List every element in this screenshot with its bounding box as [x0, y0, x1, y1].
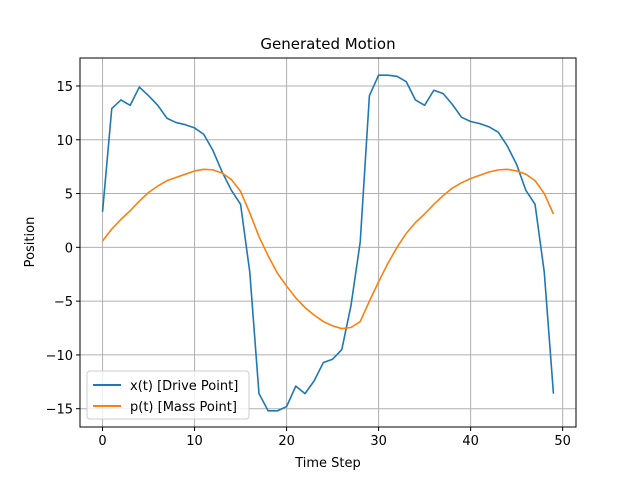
x-tick-label: 50	[554, 434, 571, 449]
y-tick-label: −5	[54, 295, 73, 310]
legend-box	[86, 370, 250, 420]
legend: x(t) [Drive Point] p(t) [Mass Point]	[86, 370, 250, 420]
legend-label-drive-point: x(t) [Drive Point]	[130, 379, 238, 394]
plot-lines	[101, 74, 555, 412]
y-axis-title: Position	[23, 217, 38, 268]
y-axis-ticks: −15 −10 −5 0 5 10 15	[46, 80, 80, 418]
x-tick-label: 0	[98, 434, 106, 449]
x-tick-label: 20	[278, 434, 295, 449]
x-axis-ticks: 0 10 20 30 40 50	[98, 427, 571, 449]
series-line-mass-point	[101, 168, 555, 330]
y-tick-label: 0	[65, 241, 73, 256]
x-tick-label: 30	[370, 434, 387, 449]
legend-label-mass-point: p(t) [Mass Point]	[130, 400, 237, 415]
series-line-drive-point	[101, 74, 555, 412]
y-tick-label: 10	[56, 134, 73, 149]
y-tick-label: 5	[65, 188, 73, 203]
y-tick-label: −15	[46, 403, 73, 418]
plot-frame	[79, 57, 577, 428]
y-tick-label: 15	[56, 80, 73, 95]
grid-lines	[80, 58, 576, 427]
x-tick-label: 10	[186, 434, 203, 449]
x-tick-label: 40	[462, 434, 479, 449]
x-axis-title: Time Step	[294, 456, 361, 471]
y-tick-label: −10	[46, 349, 73, 364]
chart-title: Generated Motion	[260, 35, 395, 53]
